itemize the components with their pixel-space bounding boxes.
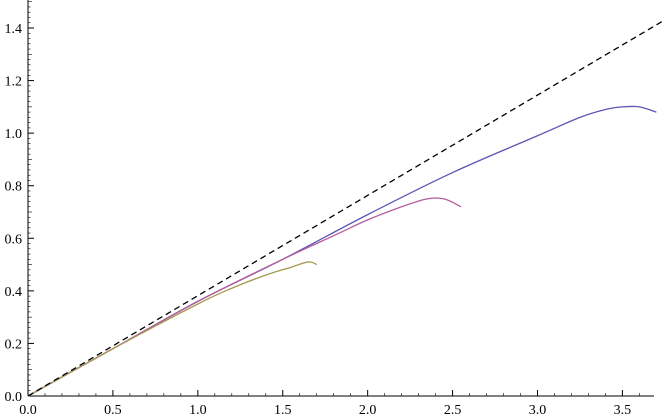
y-tick-label: 0.4 xyxy=(5,285,23,300)
x-tick-label: 0.5 xyxy=(104,403,122,418)
chart-series xyxy=(27,19,664,397)
y-tick-label: 0.6 xyxy=(5,232,23,247)
series-line-magenta xyxy=(27,197,462,397)
y-tick-label: 1.2 xyxy=(5,75,23,90)
tick-labels: 0.0 0.5 1.0 1.5 2.0 2.5 3.0 3.5 0.0 0.2 0.4 0.6 0.8 1… xyxy=(5,22,632,418)
x-tick-label: 3.5 xyxy=(614,403,632,418)
chart-axes xyxy=(27,0,654,397)
y-tick-label: 1.4 xyxy=(5,22,23,37)
x-tick-label: 2.0 xyxy=(359,403,377,418)
x-tick-label: 1.0 xyxy=(189,403,207,418)
y-tick-label: 0.0 xyxy=(5,390,23,405)
x-tick-label: 2.5 xyxy=(444,403,462,418)
x-tick-label: 0.0 xyxy=(19,403,37,418)
x-tick-label: 3.0 xyxy=(529,403,547,418)
reference-dashed-line xyxy=(27,19,664,397)
y-tick-label: 0.2 xyxy=(5,337,23,352)
series-line-blue xyxy=(27,105,657,397)
x-tick-label: 1.5 xyxy=(274,403,292,418)
y-tick-label: 0.8 xyxy=(5,180,23,195)
series-line-olive xyxy=(27,261,317,397)
y-tick-label: 1.0 xyxy=(5,127,23,142)
